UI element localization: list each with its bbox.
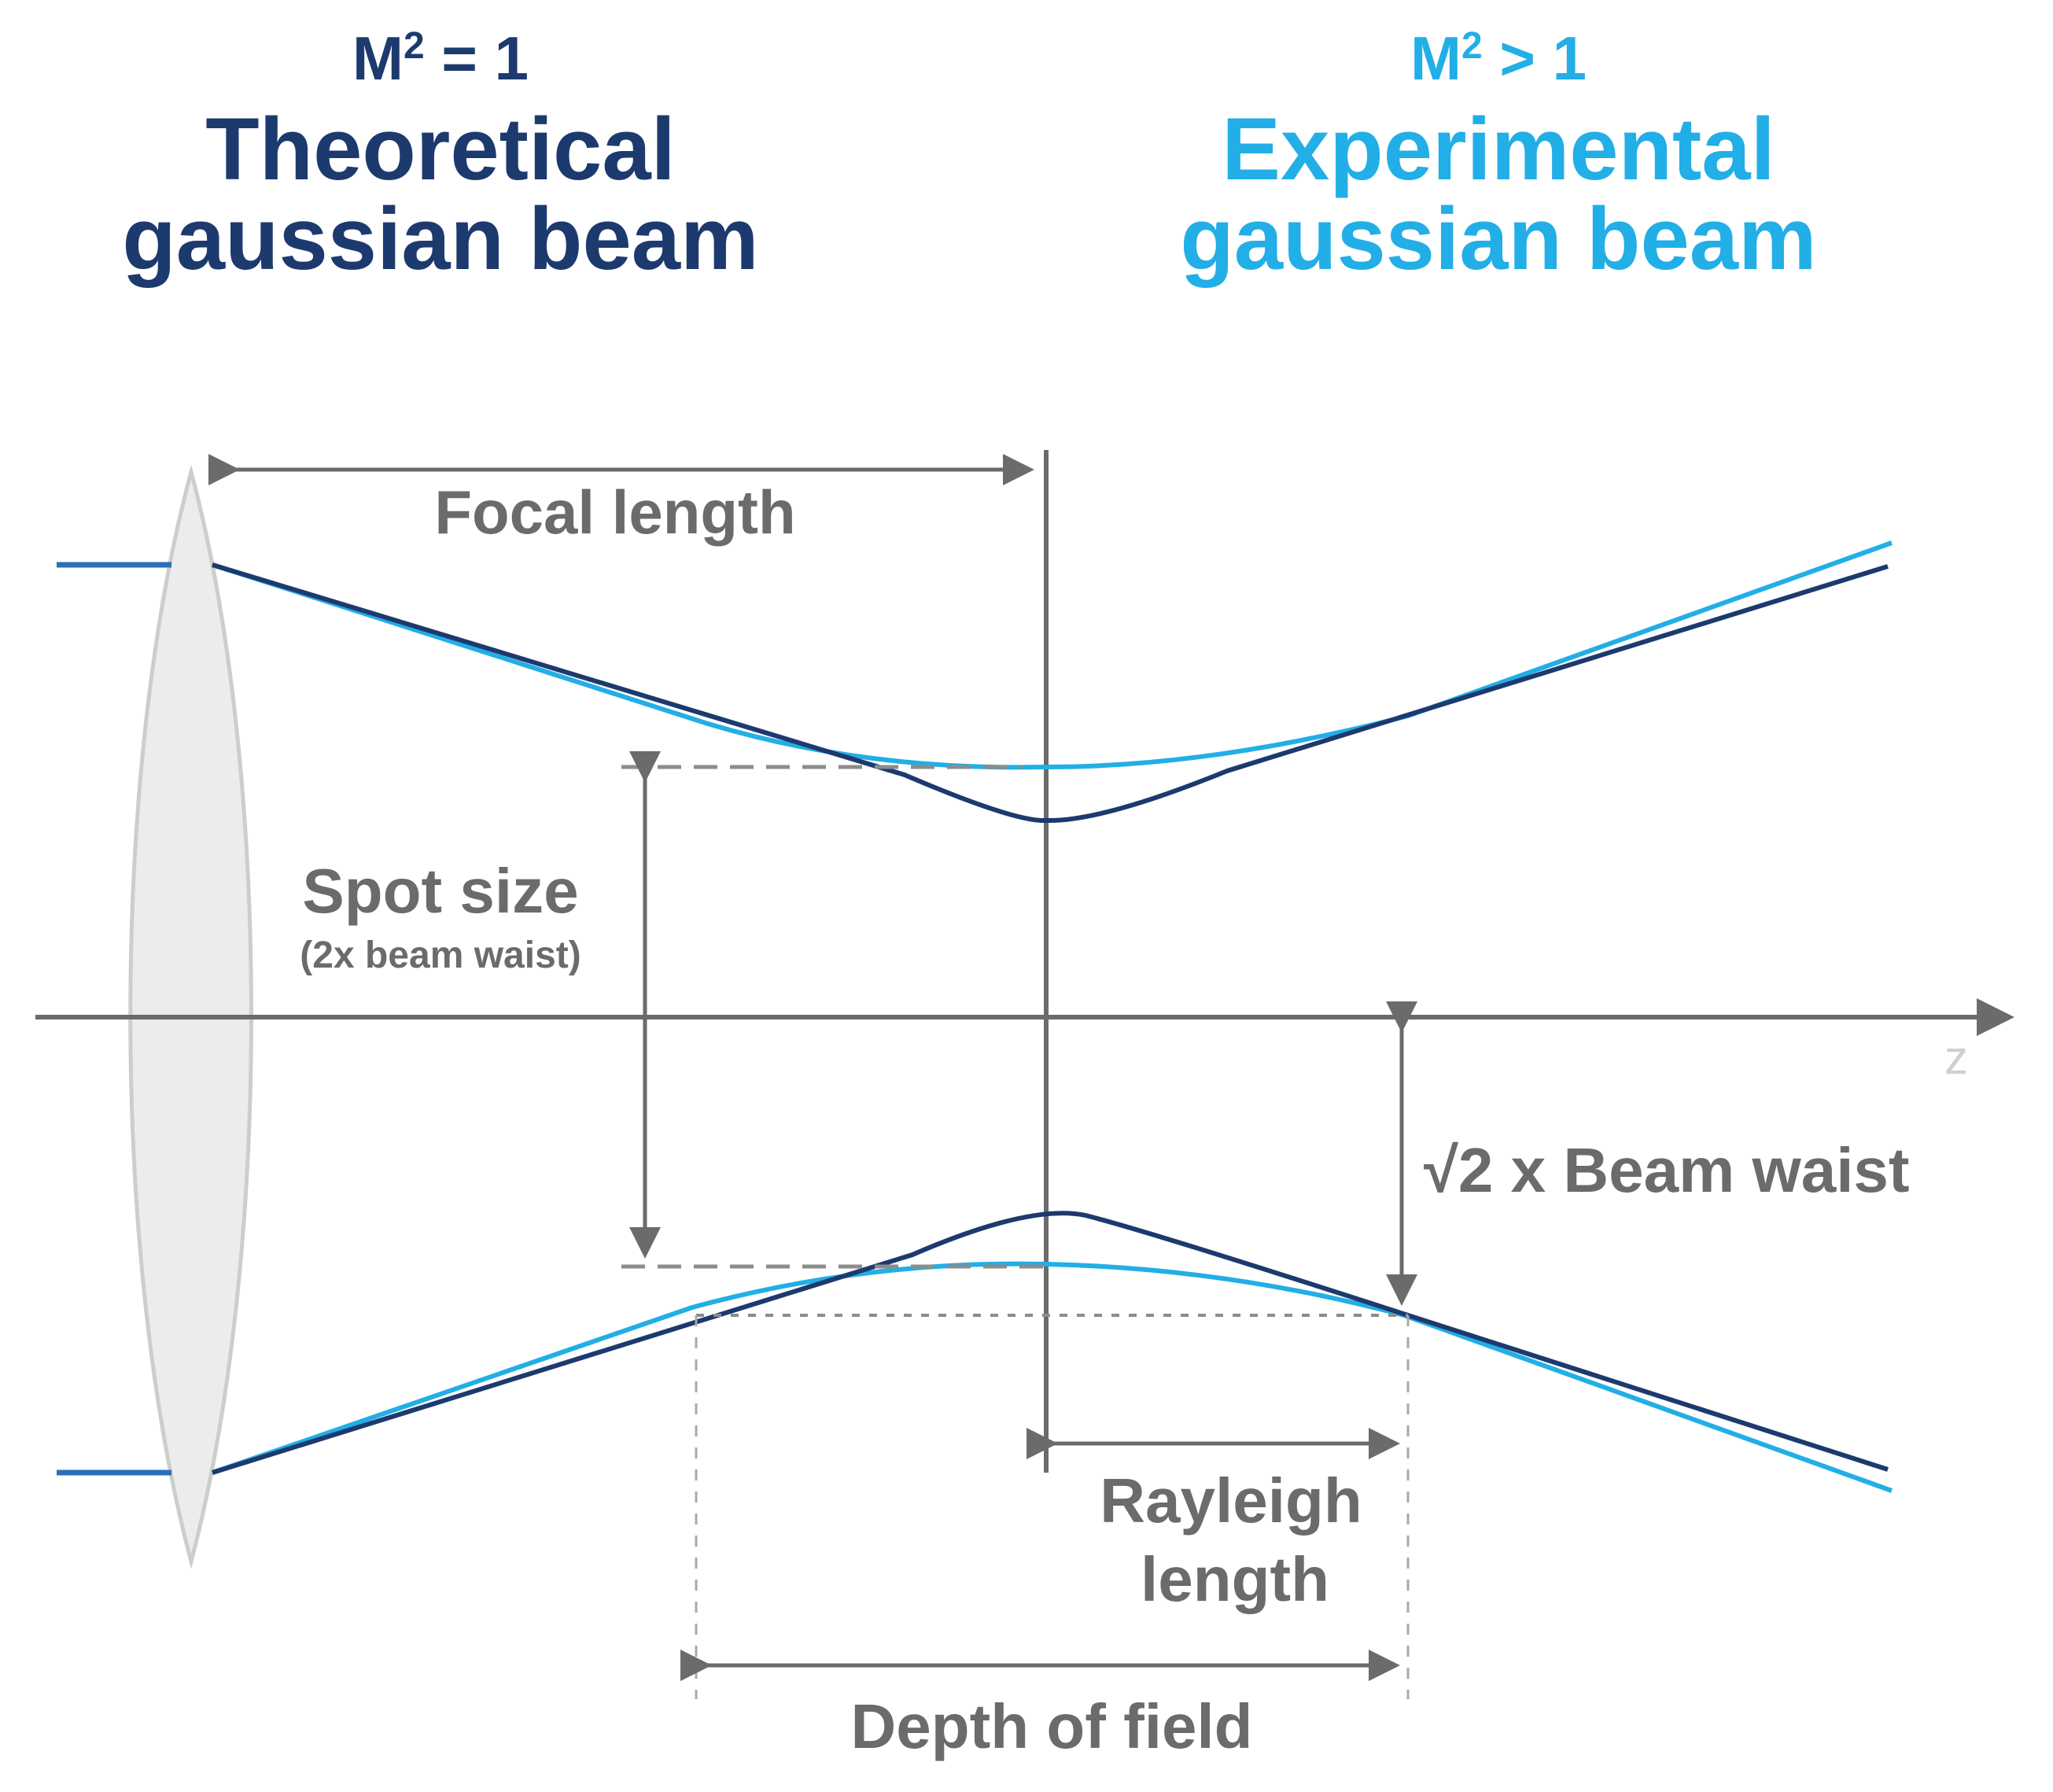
experimental-beam-top (212, 540, 1893, 770)
theoretical-beam-top (212, 562, 1889, 824)
depth-of-field-label: Depth of field (850, 1691, 1252, 1761)
theoretical-beam-bottom (212, 1211, 1889, 1475)
rayleigh-length-label-line2: length (1141, 1544, 1329, 1614)
theoretical-m2-sup: 2 (404, 25, 425, 67)
theoretical-heading: M2 = 1 Theoretical gaussian beam (87, 25, 794, 288)
theoretical-title-line2: gaussian beam (122, 189, 759, 288)
experimental-title-line1: Experimental (1222, 99, 1775, 198)
focal-length-label: Focal length (434, 477, 795, 547)
axis-z-label: z (1944, 1031, 1968, 1084)
theoretical-m2-rest: = 1 (424, 24, 529, 93)
experimental-m2-rest: > 1 (1482, 24, 1587, 93)
experimental-heading: M2 > 1 Experimental gaussian beam (1144, 25, 1852, 288)
rayleigh-length-label-line1: Rayleigh (1100, 1466, 1362, 1536)
experimental-m2-label: M2 > 1 (1144, 25, 1852, 90)
experimental-beam-bottom (212, 1261, 1893, 1493)
experimental-m2-sup: 2 (1461, 25, 1483, 67)
sqrt2-text: x Beam waist (1493, 1135, 1909, 1205)
sqrt2-symbol: √2 (1424, 1135, 1493, 1205)
theoretical-m2-label: M2 = 1 (87, 25, 794, 90)
spot-size-note: (2x beam waist) (300, 935, 581, 976)
spot-size-label: Spot size (302, 856, 578, 926)
experimental-m2-base: M (1410, 24, 1461, 93)
theoretical-m2-base: M (352, 24, 404, 93)
experimental-title-line2: gaussian beam (1180, 189, 1817, 288)
sqrt2-beam-waist-label: √2 x Beam waist (1424, 1135, 1910, 1205)
theoretical-title-line1: Theoretical (205, 99, 676, 198)
